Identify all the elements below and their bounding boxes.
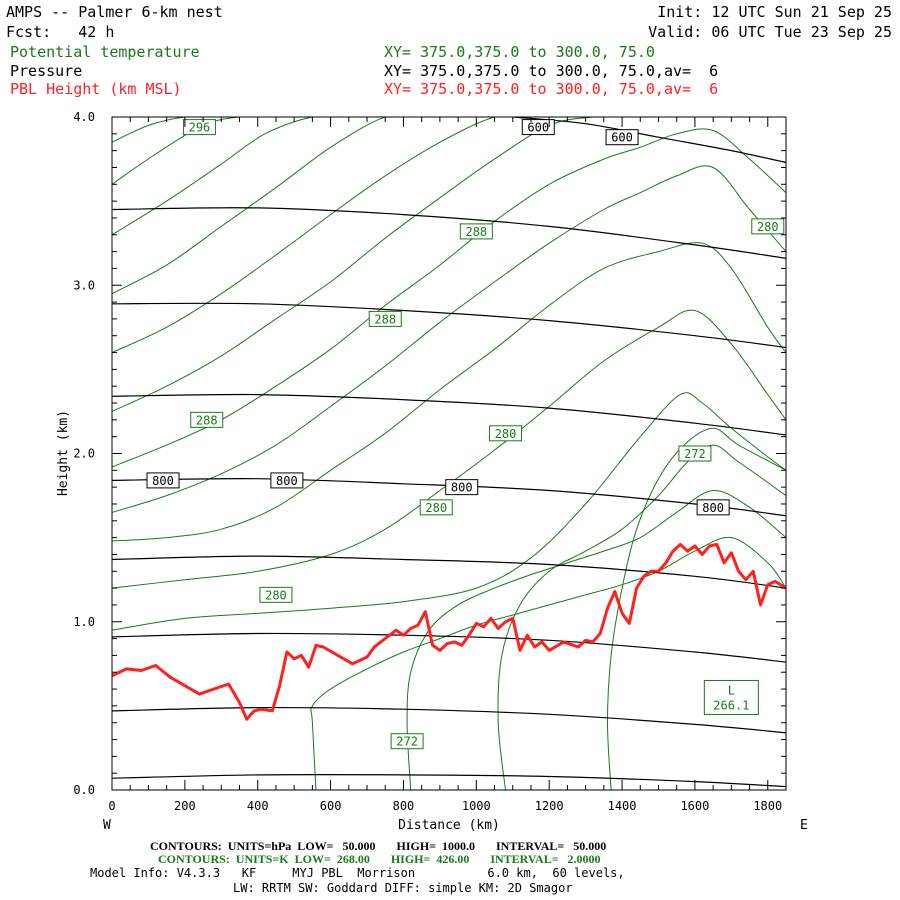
pressure-contour-700 (112, 302, 786, 349)
pressure-label-box (146, 472, 180, 489)
field-pbl-label: PBL Height (km MSL) (10, 80, 182, 98)
pbl-height-line (112, 542, 786, 721)
x-tick-label: 600 (320, 799, 342, 813)
east-label: E (800, 818, 808, 833)
pressure-label: 600 (611, 131, 633, 145)
x-tick-label: 1200 (535, 799, 564, 813)
x-tick-label: 800 (393, 799, 415, 813)
west-label: W (103, 818, 111, 833)
model-title: AMPS -- Palmer 6-km nest (6, 3, 223, 21)
theta-label: 272 (396, 735, 418, 749)
y-tick-label: 1.0 (73, 615, 95, 629)
pressure-contour-1000 (112, 773, 786, 788)
y-tick-label: 0.0 (73, 783, 95, 797)
theta-contour (406, 489, 786, 790)
low-marker-value: 266.1 (713, 698, 749, 712)
theta-label: 272 (684, 447, 706, 461)
pressure-contour-850 (112, 555, 786, 589)
x-tick-label: 1800 (753, 799, 782, 813)
footer-model-info: Model Info: V4.3.3 KF MYJ PBL Morrison 6… (90, 866, 625, 880)
theta-contour (112, 117, 349, 236)
field-theta-xy: XY= 375.0,375.0 to 300.0, 75.0 (384, 43, 655, 61)
pressure-label: 800 (152, 474, 174, 488)
theta-label: 280 (425, 501, 447, 515)
pressure-contour-650 (112, 207, 786, 259)
theta-label: 280 (265, 588, 287, 602)
init-time: Init: 12 UTC Sun 21 Sep 25 (657, 3, 892, 21)
y-axis-title: Height (km) (56, 410, 71, 496)
theta-label-box (190, 411, 224, 428)
theta-contour (112, 242, 786, 542)
y-tick-label: 2.0 (73, 447, 95, 461)
x-tick-label: 1600 (680, 799, 709, 813)
footer-model-info-2: LW: RRTM SW: Goddard DIFF: simple KM: 2D… (233, 881, 573, 895)
field-pressure-xy: XY= 375.0,375.0 to 300.0, 75.0,av= 6 (384, 62, 719, 80)
theta-label-box (459, 223, 493, 240)
pressure-label: 800 (451, 481, 473, 495)
theta-label-box (419, 499, 453, 516)
theta-label-box (390, 733, 424, 750)
low-marker-box (703, 679, 759, 715)
theta-label-box (751, 218, 785, 235)
x-tick-label: 400 (247, 799, 269, 813)
theta-label: 280 (757, 220, 779, 234)
pressure-contour-750 (112, 393, 786, 436)
pressure-label-box (696, 499, 730, 516)
pressure-label-box (605, 129, 639, 146)
theta-contour (606, 427, 786, 790)
x-tick-label: 1400 (608, 799, 637, 813)
theta-label-box (368, 310, 402, 327)
low-marker-symbol: L (728, 683, 735, 697)
theta-label-box (259, 586, 293, 603)
theta-contour (112, 117, 531, 354)
field-pressure-label: Pressure (10, 62, 83, 80)
theta-label-box (678, 445, 712, 462)
x-tick-label: 0 (108, 799, 115, 813)
footer-theta-contours: CONTOURS: UNITS=K LOW= 268.00 HIGH= 426.… (158, 852, 601, 866)
x-axis-title: Distance (km) (398, 818, 500, 833)
pressure-label: 600 (527, 121, 549, 135)
pressure-label: 800 (702, 501, 724, 515)
theta-label-box (488, 425, 522, 442)
x-tick-label: 200 (174, 799, 196, 813)
pressure-label: 800 (276, 474, 298, 488)
x-tick-label: 1000 (462, 799, 491, 813)
theta-contour (112, 117, 422, 295)
theta-contour (112, 117, 659, 412)
theta-label-box (182, 119, 216, 136)
footer-pressure-contours: CONTOURS: UNITS=hPa LOW= 50.000 HIGH= 10… (150, 839, 607, 853)
field-theta-label: Potential temperature (10, 43, 200, 61)
theta-label: 288 (465, 225, 487, 239)
theta-label: 288 (374, 312, 396, 326)
theta-label: 288 (196, 413, 218, 427)
theta-contour (112, 165, 786, 513)
pressure-contour-900 (112, 632, 786, 663)
y-tick-label: 4.0 (73, 110, 95, 124)
theta-contour (497, 444, 786, 790)
field-pbl-xy: XY= 375.0,375.0 to 300.0, 75.0,av= 6 (384, 80, 719, 98)
pressure-label-box (270, 472, 304, 489)
pressure-contour-950 (112, 706, 786, 734)
valid-time: Valid: 06 UTC Tue 23 Sep 25 (648, 23, 892, 41)
forecast-hour: Fcst: 42 h (6, 23, 115, 41)
y-tick-label: 3.0 (73, 278, 95, 292)
pressure-label-box (445, 479, 479, 496)
theta-label: 280 (495, 427, 517, 441)
theta-contour (310, 536, 786, 790)
pressure-label-box (521, 119, 555, 136)
theta-label: 296 (189, 121, 211, 135)
theta-contour (112, 392, 786, 631)
pressure-contour-600 (512, 117, 786, 163)
